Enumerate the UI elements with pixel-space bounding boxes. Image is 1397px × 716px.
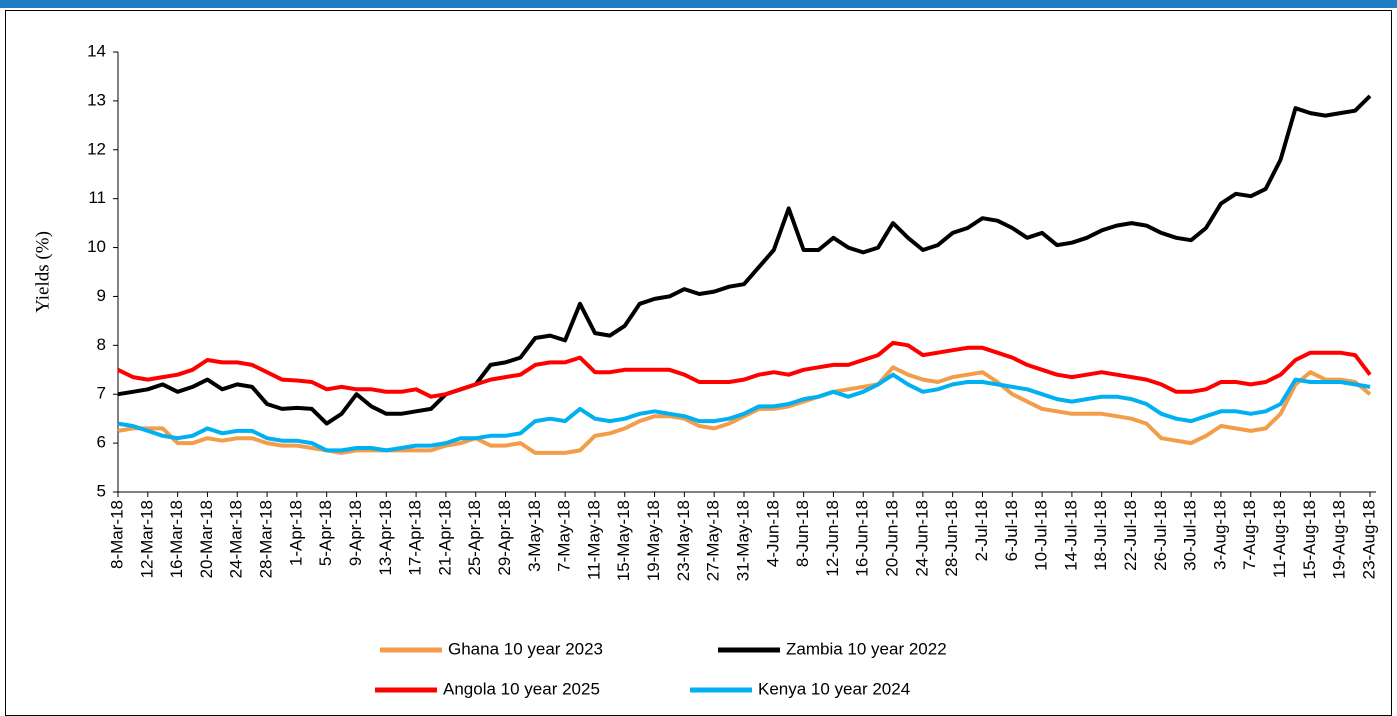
x-tick-label: 24-Mar-18 [227, 500, 246, 578]
x-tick-label: 11-Aug-18 [1270, 500, 1289, 578]
x-tick-label: 19-May-18 [644, 500, 663, 581]
x-tick-label: 20-Mar-18 [197, 500, 216, 578]
y-tick-label: 11 [88, 188, 106, 207]
x-tick-label: 6-Jul-18 [1002, 500, 1021, 561]
x-tick-label: 3-Aug-18 [1210, 500, 1229, 570]
legend-label: Zambia 10 year 2022 [786, 639, 947, 658]
x-tick-label: 23-May-18 [674, 500, 693, 581]
x-tick-label: 28-Mar-18 [257, 500, 276, 578]
x-tick-label: 16-Jun-18 [853, 500, 872, 577]
x-tick-label: 29-Apr-18 [495, 500, 514, 576]
frame [5, 10, 1392, 716]
x-tick-label: 10-Jul-18 [1032, 500, 1051, 571]
x-tick-label: 3-May-18 [525, 500, 544, 572]
y-tick-label: 6 [97, 433, 106, 452]
x-tick-label: 12-Mar-18 [137, 500, 156, 578]
x-tick-label: 15-Aug-18 [1300, 500, 1319, 579]
x-tick-label: 1-Apr-18 [286, 500, 305, 566]
series-line [117, 340, 1372, 399]
y-tick-label: 14 [87, 41, 106, 60]
y-tick-label: 12 [87, 139, 106, 158]
x-tick-label: 7-May-18 [555, 500, 574, 572]
x-tick-label: 17-Apr-18 [406, 500, 425, 576]
series-line [117, 372, 1371, 453]
x-tick-label: 18-Jul-18 [1091, 500, 1110, 571]
x-tick-label: 26-Jul-18 [1151, 500, 1170, 571]
x-tick-label: 28-Jun-18 [942, 500, 961, 577]
legend-label: Angola 10 year 2025 [443, 679, 600, 698]
series-line [117, 94, 1372, 426]
y-tick-label: 10 [87, 237, 106, 256]
header-band [0, 0, 1397, 8]
x-tick-label: 7-Aug-18 [1240, 500, 1259, 570]
legend-label: Kenya 10 year 2024 [758, 679, 910, 698]
x-tick-label: 5-Apr-18 [316, 500, 335, 566]
x-tick-label: 9-Apr-18 [346, 500, 365, 566]
x-tick-label: 12-Jun-18 [823, 500, 842, 577]
y-tick-label: 9 [97, 286, 106, 305]
x-tick-label: 23-Aug-18 [1359, 500, 1378, 579]
x-tick-label: 14-Jul-18 [1061, 500, 1080, 571]
x-tick-label: 24-Jun-18 [912, 500, 931, 577]
x-tick-label: 31-May-18 [733, 500, 752, 581]
y-axis-title: Yields (%) [32, 231, 53, 313]
x-tick-label: 13-Apr-18 [376, 500, 395, 576]
y-tick-label: 8 [97, 335, 106, 354]
x-tick-label: 27-May-18 [704, 500, 723, 581]
y-tick-label: 13 [87, 90, 106, 109]
x-tick-label: 4-Jun-18 [763, 500, 782, 567]
x-tick-label: 21-Apr-18 [435, 500, 454, 576]
x-tick-label: 22-Jul-18 [1121, 500, 1140, 571]
y-tick-label: 5 [97, 481, 106, 500]
x-tick-label: 25-Apr-18 [465, 500, 484, 576]
legend-label: Ghana 10 year 2023 [448, 639, 603, 658]
x-tick-label: 8-Mar-18 [107, 500, 126, 569]
x-tick-label: 30-Jul-18 [1181, 500, 1200, 571]
x-tick-label: 8-Jun-18 [793, 500, 812, 567]
x-tick-label: 2-Jul-18 [972, 500, 991, 561]
x-tick-label: 20-Jun-18 [883, 500, 902, 577]
x-tick-label: 19-Aug-18 [1330, 500, 1349, 579]
x-tick-label: 16-Mar-18 [167, 500, 186, 578]
x-tick-label: 11-May-18 [584, 500, 603, 580]
y-tick-label: 7 [97, 384, 106, 403]
x-tick-label: 15-May-18 [614, 500, 633, 581]
